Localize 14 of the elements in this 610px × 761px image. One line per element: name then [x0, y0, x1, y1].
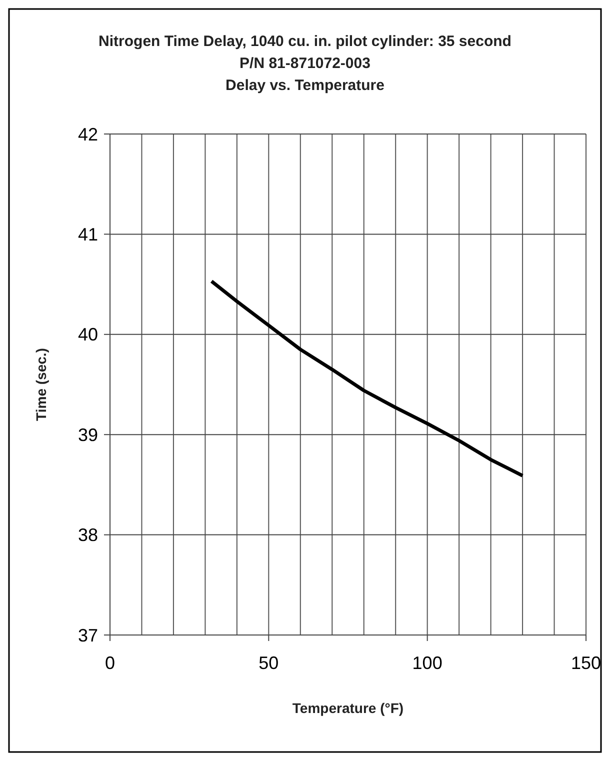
- y-tick-label: 39: [78, 424, 98, 445]
- chart-title: Nitrogen Time Delay, 1040 cu. in. pilot cylinder: 35 second P/N 81-871072-003 Delay vs. Temperature: [98, 33, 512, 94]
- x-tick-label: 50: [258, 653, 279, 673]
- y-tick-label: 37: [78, 625, 98, 646]
- x-tick-label: 100: [412, 653, 442, 673]
- y-tick-label: 38: [78, 525, 98, 546]
- x-tick-label: 0: [104, 653, 116, 673]
- x-tick-label: 150: [570, 653, 602, 673]
- x-axis-title: Temperature (°F): [292, 700, 404, 716]
- line-series: [210, 280, 524, 478]
- y-tick-label: 42: [78, 124, 98, 144]
- y-tick-label: 41: [78, 224, 98, 244]
- y-axis-title: Time (sec.): [33, 348, 49, 421]
- y-tick-label: 40: [78, 324, 98, 345]
